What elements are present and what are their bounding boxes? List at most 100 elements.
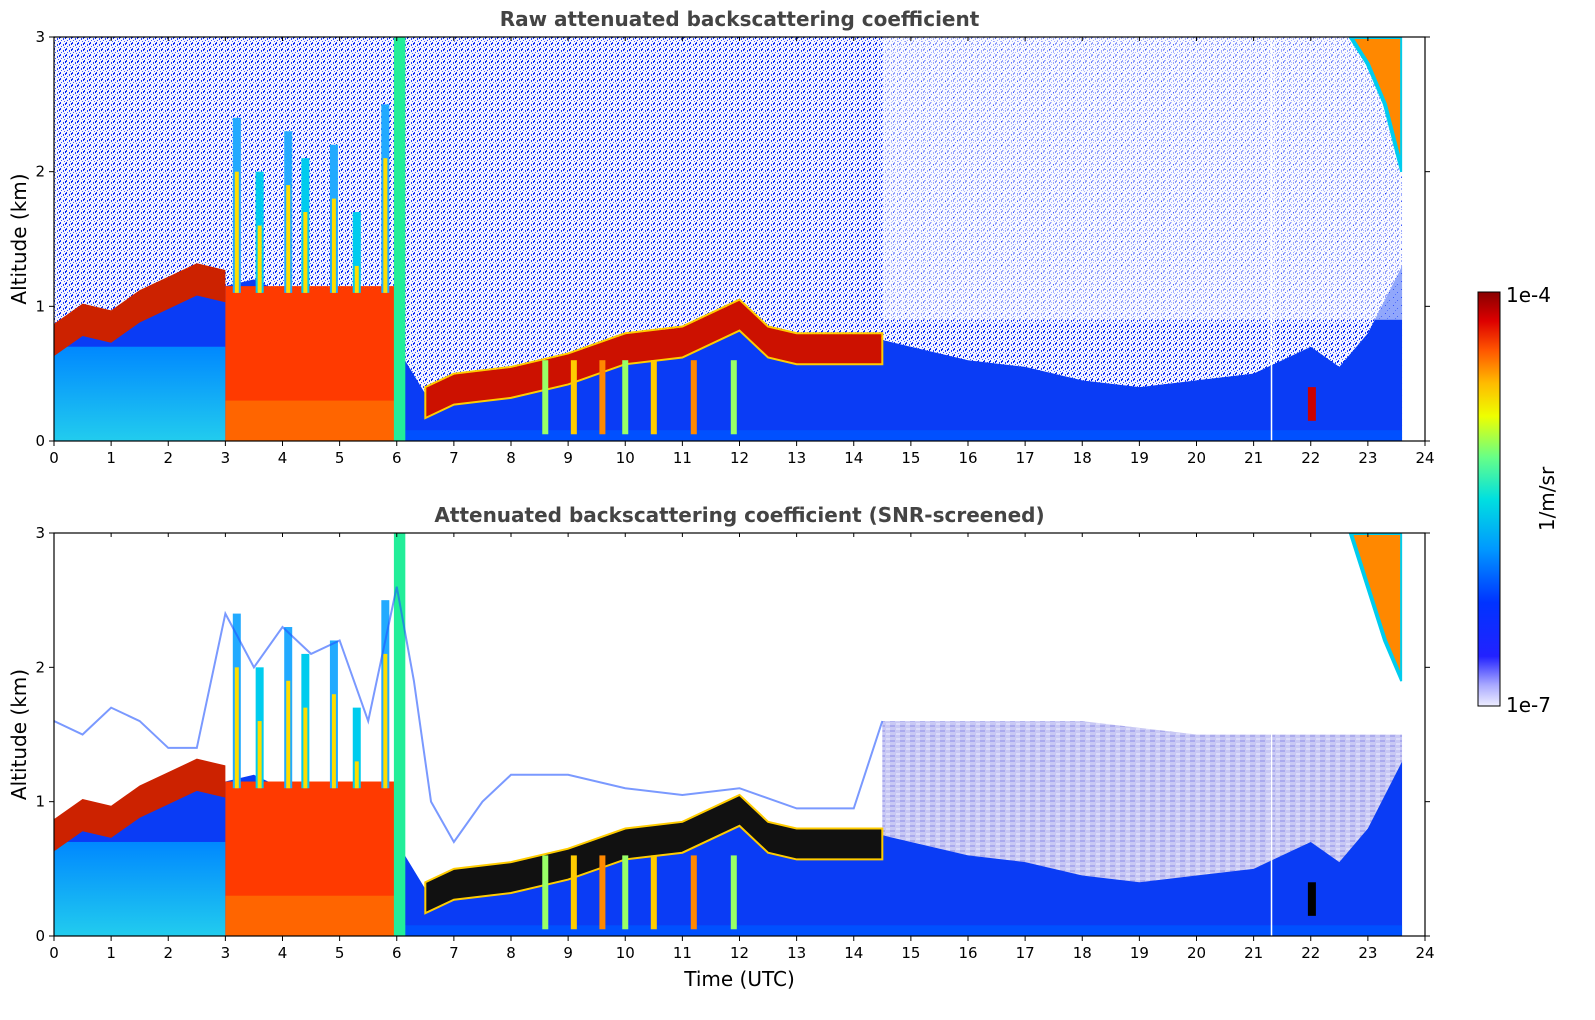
y-tick-label: 3: [35, 28, 45, 46]
x-tick-label: 5: [335, 944, 345, 962]
plume-5: [352, 707, 361, 789]
convective-column-1: [570, 855, 577, 930]
colorbar-min-label: 1e-7: [1506, 693, 1551, 717]
convective-column-5: [690, 360, 697, 435]
boundary-layer-edge: [424, 793, 884, 915]
plume-core-6: [383, 653, 388, 789]
x-tick-label: 2: [163, 449, 173, 467]
y-tick-label: 2: [35, 163, 45, 181]
column-6utc: [393, 533, 406, 936]
x-tick-label: 13: [787, 944, 806, 962]
y-tick-label: 0: [35, 927, 45, 945]
panel-2: 0 1 2 3 4 5 6 7 8 9 10 11 12 13 14 15 16 17 18 19 20 21 22 23 24…: [7, 503, 1435, 991]
x-tick-label: 15: [901, 944, 920, 962]
x-tick-label: 8: [506, 944, 516, 962]
x-tick-label: 14: [844, 944, 863, 962]
y-axis-label: Altitude (km): [7, 173, 31, 304]
plume-core-4: [331, 694, 336, 789]
x-tick-label: 22: [1301, 944, 1320, 962]
x-tick-label: 8: [506, 449, 516, 467]
surface-layer-day: [402, 430, 1403, 441]
boundary-layer-top: [425, 299, 883, 419]
y-axis-label: Altitude (km): [7, 669, 31, 800]
x-tick-label: 17: [1016, 449, 1035, 467]
x-tick-label: 24: [1415, 944, 1434, 962]
panel-title: Raw attenuated backscattering coefficien…: [500, 7, 980, 31]
convective-column-3: [622, 855, 629, 930]
x-tick-label: 12: [730, 944, 749, 962]
x-tick-label: 1: [106, 944, 116, 962]
convective-column-2: [599, 855, 606, 930]
x-tick-label: 0: [49, 944, 59, 962]
upper-cloud-edge: [1348, 37, 1405, 173]
x-tick-label: 2: [163, 944, 173, 962]
plume-core-3: [303, 212, 308, 293]
x-tick-label: 18: [1073, 449, 1092, 467]
plume-core-1: [257, 225, 262, 293]
gap-line-21utc: [1270, 37, 1273, 441]
x-tick-label: 11: [673, 944, 692, 962]
x-tick-label: 17: [1016, 944, 1035, 962]
x-tick-label: 18: [1073, 944, 1092, 962]
upper-cloud: [1350, 37, 1403, 172]
x-tick-label: 23: [1358, 944, 1377, 962]
x-tick-label: 20: [1187, 449, 1206, 467]
x-tick-label: 7: [449, 944, 459, 962]
x-tick-label: 21: [1244, 449, 1263, 467]
x-tick-label: 0: [49, 449, 59, 467]
plume-core-6: [383, 158, 388, 293]
colorbar: 1e-4 1e-7 1/m/sr: [1477, 283, 1559, 717]
plume-core-3: [303, 707, 308, 789]
dense-aerosol-base: [225, 895, 397, 936]
boundary-layer-top: [425, 794, 883, 914]
column-6utc: [393, 37, 406, 441]
x-tick-label: 9: [563, 449, 573, 467]
gap-line-21utc: [1270, 533, 1273, 936]
plume-core-0: [234, 171, 239, 293]
x-tick-label: 16: [958, 449, 977, 467]
upper-cloud-edge: [1348, 533, 1405, 682]
boundary-layer-edge: [424, 298, 884, 420]
x-tick-label: 3: [221, 944, 231, 962]
x-tick-label: 6: [392, 944, 402, 962]
feature-22utc: [1307, 882, 1316, 916]
x-tick-label: 20: [1187, 944, 1206, 962]
feature-22utc: [1307, 387, 1316, 421]
x-tick-label: 12: [730, 449, 749, 467]
plume-core-1: [257, 721, 262, 789]
x-tick-label: 23: [1358, 449, 1377, 467]
x-tick-label: 16: [958, 944, 977, 962]
surface-aerosol-night: [54, 841, 226, 936]
plume-core-2: [286, 185, 291, 293]
x-tick-label: 19: [1130, 944, 1149, 962]
signal-top-outline: [54, 586, 884, 844]
x-tick-label: 14: [844, 449, 863, 467]
plot-area-2: [54, 533, 1425, 936]
convective-column-3: [622, 360, 629, 435]
panel-1: 0 1 2 3 4 5 6 7 8 9 10 11 12 13 14 15 16 17 18 19 20 21 22 23 24…: [7, 7, 1435, 467]
convective-column-1: [570, 360, 577, 435]
y-tick-label: 1: [35, 297, 45, 315]
convective-column-4: [650, 360, 657, 435]
x-tick-label: 22: [1301, 449, 1320, 467]
y-tick-label: 3: [35, 524, 45, 542]
sparse-noise: [882, 37, 1403, 320]
x-tick-label: 4: [278, 449, 288, 467]
x-tick-label: 7: [449, 449, 459, 467]
x-tick-label: 3: [221, 449, 231, 467]
no-data-region: [1402, 533, 1425, 936]
x-tick-label: 11: [673, 449, 692, 467]
convective-column-5: [690, 855, 697, 930]
y-tick-label: 0: [35, 432, 45, 450]
convective-column-2: [599, 360, 606, 435]
x-tick-label: 15: [901, 449, 920, 467]
convective-column-4: [650, 855, 657, 930]
x-tick-label: 6: [392, 449, 402, 467]
x-tick-label: 19: [1130, 449, 1149, 467]
residual-layer: [54, 263, 226, 357]
x-tick-label: 4: [278, 944, 288, 962]
convective-column-0: [542, 360, 549, 435]
no-data-region: [1402, 37, 1425, 441]
plume-core-5: [354, 761, 359, 789]
